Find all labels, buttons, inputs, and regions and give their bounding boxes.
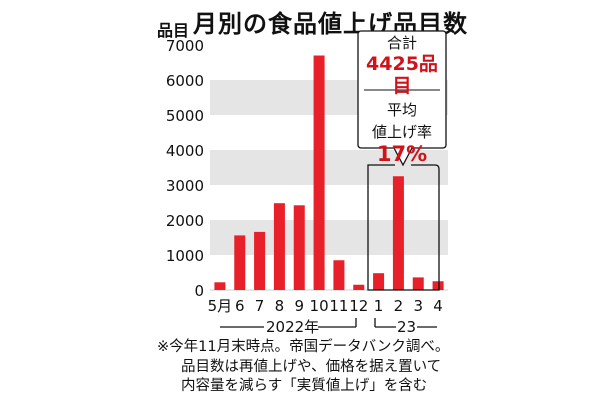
average-rate-value: 17%	[376, 142, 428, 166]
x-tick-label: 10	[310, 297, 329, 315]
x-tick-label: 5月	[208, 297, 233, 315]
bar	[373, 273, 385, 290]
x-tick-label: 9	[294, 297, 304, 315]
bar	[214, 282, 226, 290]
bar	[313, 55, 325, 290]
average-label-line1: 平均	[386, 101, 417, 119]
y-tick-labels: 0 1000 2000 3000 4000 5000 6000 7000	[166, 37, 204, 300]
x-tick-label: 4	[433, 297, 443, 315]
total-value: 4425品目	[366, 53, 438, 97]
y-tick-label: 1000	[166, 247, 204, 265]
x-tick-label: 11	[329, 297, 348, 315]
x-tick-labels: 5月 6 7 8 9 10 11 12 1 2 3 4	[208, 297, 443, 315]
bar	[293, 205, 305, 290]
bar	[392, 176, 404, 290]
source-note: ※今年11月末時点。帝国データバンク調べ。	[157, 339, 450, 355]
bars	[214, 55, 444, 290]
total-label: 合計	[386, 34, 417, 52]
note-line-3: 内容量を減らす「実質値上げ」を含む	[181, 378, 428, 394]
x-tick-label: 7	[255, 297, 265, 315]
y-tick-label: 6000	[166, 72, 204, 90]
y-tick-label: 3000	[166, 177, 204, 195]
bar	[273, 203, 285, 290]
bar	[353, 284, 365, 290]
y-axis-unit-label: 品目	[157, 21, 190, 40]
bar	[234, 235, 246, 290]
bar	[432, 281, 444, 290]
x-tick-label: 2	[394, 297, 404, 315]
y-tick-label: 2000	[166, 212, 204, 230]
x-tick-label: 6	[235, 297, 245, 315]
year-label-2023: 23	[397, 318, 416, 336]
y-tick-label: 0	[194, 282, 204, 300]
x-tick-label: 1	[374, 297, 384, 315]
x-tick-label: 12	[349, 297, 368, 315]
grid-band	[210, 220, 448, 255]
year-label-2022: 2022年	[266, 318, 319, 336]
x-tick-label: 3	[413, 297, 423, 315]
year-brackets: 2022年 23	[220, 318, 437, 336]
bar	[254, 231, 266, 290]
bar	[333, 260, 345, 290]
y-tick-label: 4000	[166, 142, 204, 160]
callout-frame	[357, 30, 447, 291]
y-tick-label: 5000	[166, 107, 204, 125]
bar	[412, 277, 424, 290]
y-tick-label: 7000	[166, 37, 204, 55]
summary-callout: 合計 4425品目 平均 値上げ率 17%	[358, 31, 446, 166]
note-line-2: 品目数は再値上げや、価格を据え置いて	[181, 359, 442, 375]
average-label-line2: 値上げ率	[371, 123, 432, 141]
x-tick-label: 8	[275, 297, 285, 315]
